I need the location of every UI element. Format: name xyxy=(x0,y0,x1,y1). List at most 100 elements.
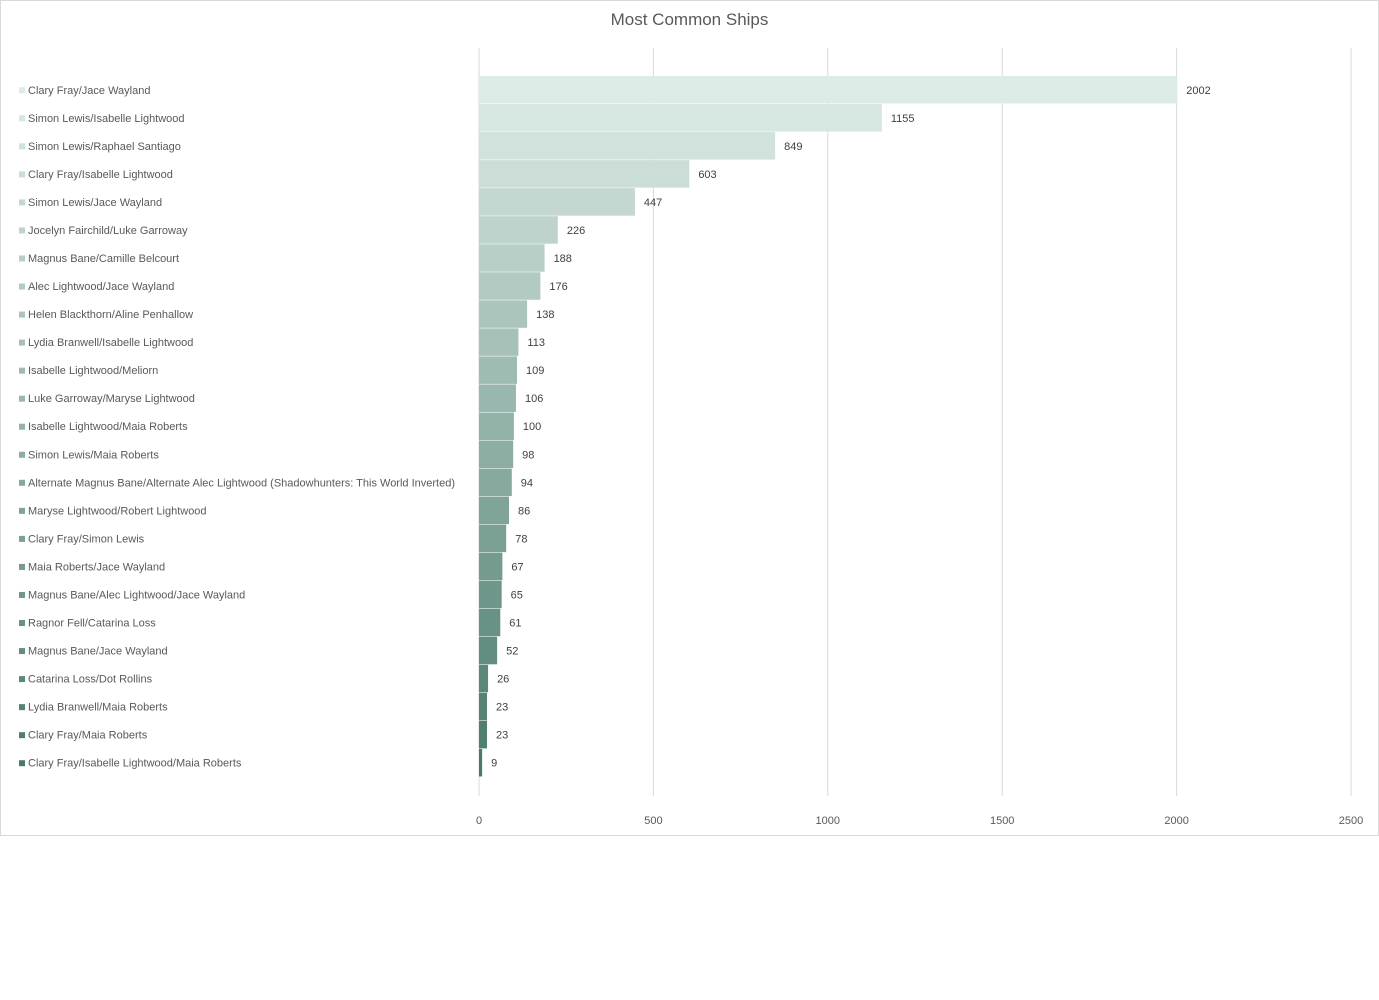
bar xyxy=(479,412,514,440)
bar xyxy=(479,580,502,609)
category-label: Clary Fray/Jace Wayland xyxy=(28,85,150,97)
bar xyxy=(479,468,512,497)
legend-swatch xyxy=(19,87,25,94)
legend-swatch xyxy=(19,451,25,458)
bar-value-label: 86 xyxy=(518,505,530,517)
legend-swatch xyxy=(19,704,25,711)
bar xyxy=(479,664,489,693)
bar xyxy=(479,608,501,637)
bar xyxy=(479,720,488,749)
bar-value-label: 61 xyxy=(509,618,521,630)
bar xyxy=(479,440,514,469)
bar xyxy=(479,636,498,665)
category-label: Isabelle Lightwood/Meliorn xyxy=(28,365,158,377)
legend-swatch xyxy=(19,760,25,767)
legend-swatch xyxy=(19,507,25,514)
legend-swatch xyxy=(19,563,25,570)
bar xyxy=(479,552,503,581)
bar-value-label: 26 xyxy=(497,674,509,686)
legend-swatch xyxy=(19,535,25,542)
legend-swatch xyxy=(19,395,25,402)
legend-swatch xyxy=(19,367,25,374)
category-label: Clary Fray/Simon Lewis xyxy=(28,533,145,545)
x-tick-label: 1500 xyxy=(990,815,1014,827)
category-label: Alec Lightwood/Jace Wayland xyxy=(28,281,174,293)
x-tick-label: 2500 xyxy=(1339,815,1363,827)
bar-value-label: 52 xyxy=(506,646,518,658)
bars: 2002 1155 849 603 447 226 188 176 138 113 109 106 10… xyxy=(479,76,1211,777)
legend-swatch xyxy=(19,479,25,486)
legend-swatch xyxy=(19,339,25,346)
bar-value-label: 109 xyxy=(526,365,544,377)
x-tick-label: 2000 xyxy=(1164,815,1188,827)
category-label: Catarina Loss/Dot Rollins xyxy=(28,674,153,686)
bar xyxy=(479,692,488,721)
legend-swatch xyxy=(19,255,25,262)
legend-swatch xyxy=(19,591,25,598)
category-label: Luke Garroway/Maryse Lightwood xyxy=(28,393,195,405)
legend-swatch xyxy=(19,199,25,206)
category-labels: Clary Fray/Jace Wayland Simon Lewis/Isabe… xyxy=(19,85,455,770)
bar-value-label: 23 xyxy=(496,702,508,714)
category-label: Simon Lewis/Isabelle Lightwood xyxy=(28,113,185,125)
legend-swatch xyxy=(19,227,25,234)
category-label: Clary Fray/Isabelle Lightwood/Maia Rober… xyxy=(28,758,242,770)
bar-value-label: 23 xyxy=(496,730,508,742)
category-label: Simon Lewis/Maia Roberts xyxy=(28,449,159,461)
bar xyxy=(479,160,690,188)
category-label: Isabelle Lightwood/Maia Roberts xyxy=(28,421,188,433)
category-label: Simon Lewis/Jace Wayland xyxy=(28,197,162,209)
bar-value-label: 176 xyxy=(549,281,567,293)
bar-value-label: 65 xyxy=(511,589,523,601)
bar-value-label: 94 xyxy=(521,477,533,489)
bar-value-label: 138 xyxy=(536,309,554,321)
bar xyxy=(479,328,519,356)
category-label: Lydia Branwell/Maia Roberts xyxy=(28,702,168,714)
bar-value-label: 2002 xyxy=(1186,85,1210,97)
legend-swatch xyxy=(19,171,25,178)
bar xyxy=(479,272,541,300)
category-label: Simon Lewis/Raphael Santiago xyxy=(28,141,181,153)
category-label: Alternate Magnus Bane/Alternate Alec Lig… xyxy=(28,477,455,489)
bar xyxy=(479,244,545,272)
bar xyxy=(479,188,635,216)
bar-value-label: 78 xyxy=(515,533,527,545)
legend-swatch xyxy=(19,115,25,122)
bar-value-label: 188 xyxy=(554,253,572,265)
x-tick-label: 0 xyxy=(476,815,482,827)
bar-value-label: 226 xyxy=(567,225,585,237)
bar xyxy=(479,356,518,384)
x-tick-label: 1000 xyxy=(816,815,840,827)
category-label: Clary Fray/Maia Roberts xyxy=(28,730,148,742)
legend-swatch xyxy=(19,143,25,150)
bar-value-label: 849 xyxy=(784,141,802,153)
legend-swatch xyxy=(19,283,25,290)
bar xyxy=(479,132,776,160)
bar-value-label: 98 xyxy=(522,449,534,461)
bar xyxy=(479,104,882,132)
category-label: Clary Fray/Isabelle Lightwood xyxy=(28,169,173,181)
category-label: Maryse Lightwood/Robert Lightwood xyxy=(28,505,207,517)
bar-value-label: 603 xyxy=(698,169,716,181)
bar xyxy=(479,76,1178,104)
bar xyxy=(479,216,558,244)
bar-value-label: 100 xyxy=(523,421,541,433)
category-label: Ragnor Fell/Catarina Loss xyxy=(28,618,156,630)
legend-swatch xyxy=(19,311,25,318)
legend-swatch xyxy=(19,648,25,655)
legend-swatch xyxy=(19,676,25,683)
category-label: Lydia Branwell/Isabelle Lightwood xyxy=(28,337,193,349)
bar-value-label: 447 xyxy=(644,197,662,209)
legend-swatch xyxy=(19,620,25,627)
bar xyxy=(479,748,483,777)
bar-value-label: 113 xyxy=(527,337,545,349)
bar xyxy=(479,384,516,412)
legend-swatch xyxy=(19,423,25,430)
x-tick-label: 500 xyxy=(644,815,662,827)
x-axis-ticks: 0 500 1000 1500 2000 2500 xyxy=(476,815,1363,827)
bar-value-label: 1155 xyxy=(891,113,915,125)
chart-title: Most Common Ships xyxy=(610,10,769,29)
bar xyxy=(479,300,528,328)
legend-swatch xyxy=(19,732,25,739)
